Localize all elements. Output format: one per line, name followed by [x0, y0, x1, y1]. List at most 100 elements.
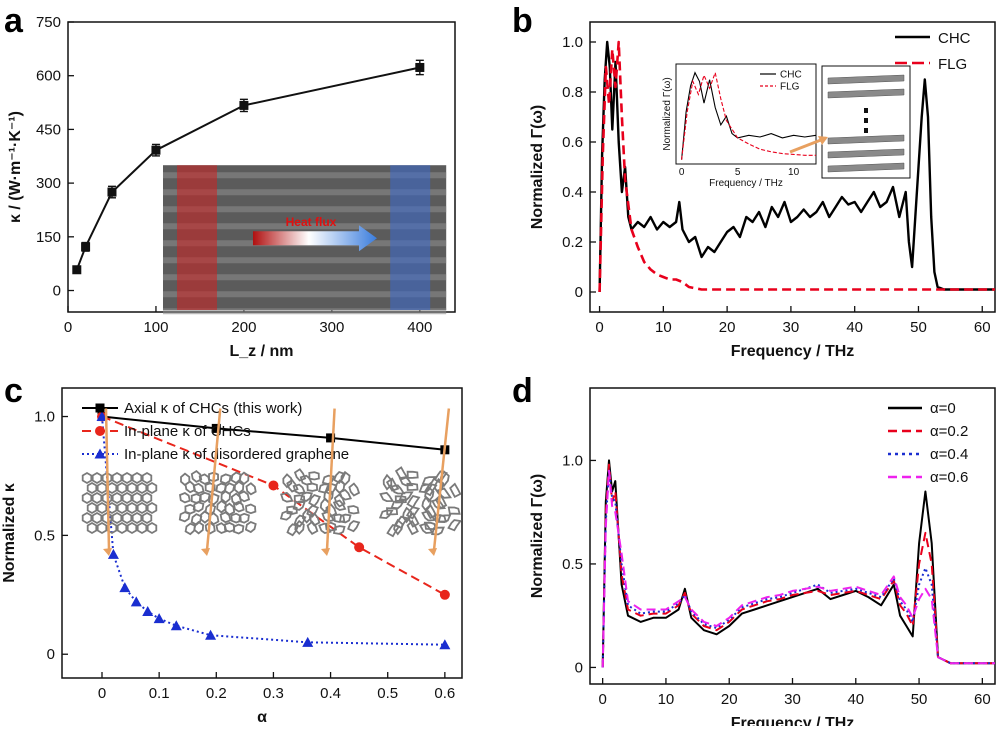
lattice-cell: [293, 514, 307, 528]
series-line-In-plane κ of CHCs: [101, 415, 446, 596]
inset-y-label: Normalized Γ(ω): [662, 77, 673, 150]
lattice-cell: [332, 525, 346, 535]
x-tick-label: 60: [974, 319, 991, 336]
lattice-cell: [286, 478, 299, 493]
lattice-cell: [101, 511, 113, 525]
x-tick-label: 40: [846, 319, 863, 336]
graphene-layer: [827, 74, 905, 85]
lattice-cell: [447, 519, 462, 532]
inset-x-label: Frequency / THz: [709, 178, 783, 189]
lattice-cell: [398, 491, 414, 501]
lattice-cell: [402, 506, 413, 524]
lattice-cell: [219, 511, 232, 524]
graphene-layer: [827, 148, 905, 159]
lattice-cell: [121, 491, 133, 505]
lattice-cell: [190, 469, 203, 483]
lattice-cell: [294, 519, 305, 536]
lattice-cell: [204, 521, 216, 535]
lattice-cell: [299, 491, 314, 502]
y-tick-label: 600: [36, 68, 61, 85]
lattice-cell: [86, 521, 98, 535]
series-line-Axial κ of CHCs (this work): [101, 415, 446, 451]
panel-d-plot: 0 10 20 30 40 50 60 0 0.5 1.0 Frequency / THz Norma…: [529, 387, 996, 731]
y-axis-label: Normalized Γ(ω): [529, 474, 546, 598]
series-line-In-plane κ of disordered graphene: [101, 416, 445, 646]
lattice-image: [378, 466, 462, 538]
legend-marker: [94, 448, 106, 459]
lattice-cell: [111, 491, 123, 505]
lattice-cell: [238, 490, 251, 503]
plot-frame: [589, 21, 996, 313]
lattice-cell: [238, 471, 250, 486]
lattice-cell: [447, 506, 461, 515]
y-tick-label: 0.5: [34, 527, 55, 544]
series-line-α=0: [601, 459, 995, 668]
lattice-cell: [192, 482, 205, 495]
y-tick-label: 0.2: [562, 234, 583, 251]
lattice-cell: [232, 500, 245, 513]
graphene-layer: [827, 134, 905, 145]
lattice-cell: [398, 476, 414, 487]
lattice-cell: [301, 508, 313, 524]
y-tick-label: 1.0: [562, 34, 583, 51]
lattice-cell: [91, 491, 103, 505]
lattice-cell: [306, 520, 319, 535]
lattice-cell: [131, 491, 143, 505]
lattice-cell: [81, 471, 93, 485]
series-line-α=0.2: [601, 463, 995, 668]
lattice-cell: [308, 471, 320, 481]
plot-frame: [61, 387, 463, 679]
y-tick-label: 0: [575, 659, 583, 676]
lattice-cell: [81, 511, 93, 525]
y-tick-label: 0.5: [562, 556, 583, 573]
lattice-cell: [406, 470, 419, 479]
data-point: [130, 596, 142, 607]
data-point: [439, 639, 451, 650]
x-tick-label: 10: [658, 691, 675, 708]
lattice-cell: [96, 521, 108, 535]
y-tick-label: 0.8: [562, 84, 583, 101]
lattice-cell: [436, 487, 453, 499]
lattice-cell: [126, 481, 138, 495]
graphene-layer: [827, 162, 905, 173]
x-tick-label: 0.3: [263, 685, 284, 702]
data-point: [107, 548, 119, 559]
lattice-cell: [179, 491, 191, 504]
x-tick-label: 30: [784, 691, 801, 708]
inset-x-tick: 0: [679, 167, 685, 178]
lattice-cell: [91, 471, 103, 485]
legend-label: α=0.4: [930, 446, 968, 463]
pointer-arrowhead: [818, 136, 828, 145]
lattice-cell: [116, 481, 128, 495]
lattice-cell: [126, 501, 138, 515]
lattice-cell: [390, 484, 406, 495]
pointer-arrow: [205, 408, 222, 551]
data-point: [268, 480, 279, 491]
data-point: [170, 620, 182, 631]
lattice-cell: [96, 481, 108, 495]
lattice-cell: [282, 473, 293, 489]
data-point: [96, 411, 108, 422]
lattice-cell: [192, 501, 205, 513]
ellipsis-dot: [864, 118, 868, 123]
lattice-cell: [332, 499, 347, 511]
lattice-image: [279, 468, 361, 537]
inset-x-tick: 5: [735, 167, 741, 178]
x-tick-label: 60: [974, 691, 991, 708]
panel-a-plot: 0 100 200 300 400 0 150 300 450 600 750 L_z / nm κ /…: [7, 14, 456, 360]
y-axis-label: Normalized Γ(ω): [529, 105, 546, 229]
lattice-cell: [393, 518, 404, 536]
lattice-cell: [233, 480, 245, 495]
lattice-cell: [338, 488, 352, 501]
data-point: [439, 589, 450, 600]
lattice-cell: [449, 482, 462, 498]
x-tick-label: 0: [64, 319, 72, 336]
lattice-cell: [338, 513, 352, 524]
lattice-cell: [347, 520, 361, 533]
lattice-cell: [136, 481, 148, 495]
x-tick-label: 0.2: [206, 685, 227, 702]
lattice-cell: [223, 521, 236, 533]
x-tick-label: 300: [319, 319, 344, 336]
inset-x-tick: 10: [788, 167, 800, 178]
